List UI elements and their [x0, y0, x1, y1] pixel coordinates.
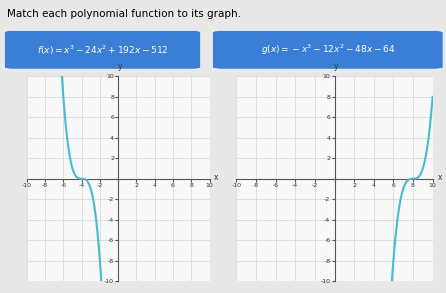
Text: x: x	[214, 173, 219, 182]
FancyBboxPatch shape	[4, 30, 201, 69]
Text: y: y	[118, 62, 122, 71]
FancyBboxPatch shape	[212, 30, 443, 69]
Text: $g(x) = -x^3 - 12x^2 - 48x - 64$: $g(x) = -x^3 - 12x^2 - 48x - 64$	[260, 42, 395, 57]
Text: x: x	[438, 173, 442, 182]
Text: y: y	[334, 62, 339, 71]
Text: $f(x) = x^3 - 24x^2 + 192x - 512$: $f(x) = x^3 - 24x^2 + 192x - 512$	[37, 43, 169, 57]
Text: Match each polynomial function to its graph.: Match each polynomial function to its gr…	[7, 9, 241, 19]
